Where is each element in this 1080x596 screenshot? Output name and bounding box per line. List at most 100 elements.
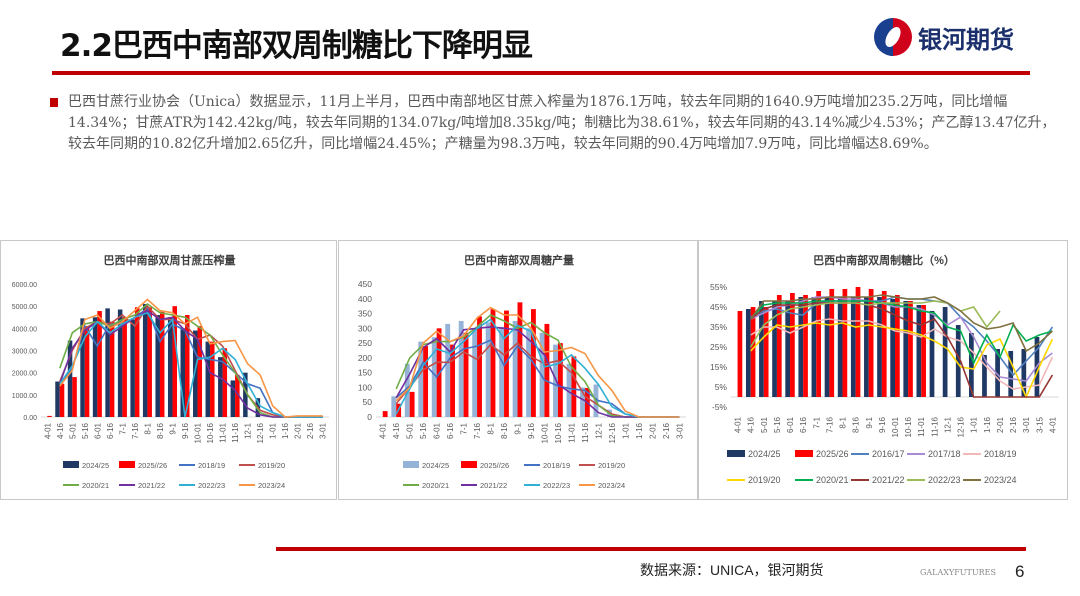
x-tick-label: 1-16: [983, 416, 992, 433]
x-tick-label: 8-1: [487, 422, 496, 434]
bar-202526: [147, 307, 152, 417]
bar-202526: [776, 295, 782, 397]
y-tick-label: 6000.00: [12, 282, 37, 289]
bar-202526: [895, 295, 900, 397]
legend-label: 2023/24: [258, 481, 285, 490]
y-tick-label: 2000.00: [12, 371, 37, 378]
line-202324: [59, 298, 323, 418]
x-tick-label: 7-1: [118, 422, 127, 434]
chart-svg: 巴西中南部双周制糖比（%） -5% 5% 15% 25% 35% 45% 55% 4-01 4-1…: [710, 253, 1059, 485]
bar-202425: [877, 297, 882, 397]
bar-202425: [205, 341, 211, 417]
bar-202425: [580, 387, 585, 417]
bar-202425: [526, 328, 531, 417]
bar-202425: [431, 337, 437, 417]
bar-202425: [230, 380, 236, 417]
line-202021: [750, 300, 1053, 365]
page-title: 2.2巴西中南部双周制糖比下降明显: [60, 28, 533, 64]
y-tick-label: 200: [358, 353, 372, 363]
legend-label: 2025//26: [138, 461, 167, 470]
logo-text: 银河期货: [918, 25, 1014, 54]
bar-202526: [197, 326, 203, 417]
bar-202526: [409, 391, 415, 417]
bar-202425: [130, 319, 135, 417]
bar-202425: [458, 320, 464, 417]
y-tick-label: 5%: [715, 382, 728, 392]
x-tick-label: 4-16: [56, 422, 65, 439]
bar-202526: [463, 332, 469, 417]
x-tick-label: 10-01: [540, 422, 549, 443]
legend-label: 2024/25: [422, 461, 449, 470]
x-tick-label: 5-16: [773, 416, 782, 433]
y-tick-label: -5%: [712, 402, 728, 412]
x-tick-label: 11-16: [930, 416, 939, 436]
bar-202526: [571, 356, 577, 417]
title-divider: [52, 71, 1030, 75]
legend-label: 2020/21: [422, 481, 449, 490]
y-tick-label: 400: [358, 294, 372, 304]
x-tick-label: 5-01: [68, 422, 77, 439]
x-tick-label: 10-16: [904, 416, 913, 437]
legend-label: 2025//26: [480, 461, 509, 470]
bar-202526: [72, 377, 77, 417]
x-tick-label: 7-16: [473, 422, 482, 439]
data-source: 数据来源：UNICA，银河期货: [640, 562, 824, 578]
x-tick-label: 5-16: [419, 422, 428, 439]
bar-202526: [450, 344, 455, 417]
legend-label: 2020/21: [816, 475, 849, 485]
x-tick-label: 11-16: [581, 422, 590, 442]
y-tick-label: 0: [367, 412, 372, 422]
bar-202425: [512, 320, 518, 417]
bar-202526: [790, 293, 795, 397]
x-tick-label: 12-1: [244, 422, 253, 439]
logo: 银河期货: [874, 18, 1014, 56]
bar-202425: [485, 322, 491, 417]
bar-202425: [1021, 349, 1027, 397]
x-tick-label: 1-01: [269, 422, 278, 439]
bar-202425: [472, 328, 478, 417]
chart-title: 巴西中南部双周制糖比（%）: [813, 253, 955, 267]
bar-202526: [59, 383, 65, 417]
legend-label: 2018/19: [543, 461, 570, 470]
bar-202425: [772, 301, 777, 397]
bar-202425: [785, 301, 791, 397]
line-202324: [750, 294, 1053, 353]
bar-202425: [117, 309, 123, 417]
y-tick-label: 0.00: [23, 415, 37, 422]
x-tick-label: 9-16: [527, 422, 536, 439]
chart-title: 巴西中南部双周糖产量: [464, 253, 574, 267]
x-tick-label: 1-16: [635, 422, 644, 439]
x-tick-label: 8-16: [852, 416, 861, 433]
legend-label: 2019/20: [748, 475, 781, 485]
bar-202425: [903, 301, 909, 397]
x-tick-label: 9-1: [168, 422, 177, 434]
x-tick-label: 11-16: [231, 422, 240, 442]
bar-202425: [391, 396, 397, 417]
y-tick-label: 300: [358, 323, 372, 333]
bar-202526: [222, 348, 228, 417]
chart-cane-crush: 巴西中南部双周甘蔗压榨量 0.00 1000.00 2000.00 3000.00 400…: [0, 240, 337, 500]
legend-label: 2017/18: [928, 449, 961, 459]
bar-202526: [423, 346, 429, 417]
x-tick-label: 8-1: [143, 422, 152, 434]
x-tick-label: 8-1: [839, 416, 848, 428]
x-tick-label: 7-1: [812, 416, 821, 428]
chart-svg: 巴西中南部双周糖产量 0 50 100 150 200 250 300 350 400 450 4-0…: [358, 253, 686, 490]
x-tick-label: 6-01: [433, 422, 442, 439]
bar-202526: [185, 315, 190, 417]
x-tick-label: 12-1: [943, 416, 952, 433]
legend-label: 2021/22: [872, 475, 905, 485]
legend-label: 2019/20: [598, 461, 625, 470]
legend-swatch: [119, 461, 135, 468]
bar-202425: [942, 307, 948, 397]
bar-202425: [445, 323, 451, 417]
x-tick-label: 6-16: [106, 422, 115, 439]
chart-sugar-output: 巴西中南部双周糖产量 0 50 100 150 200 250 300 350 400 450 4-0…: [338, 240, 698, 500]
y-tick-label: 55%: [710, 282, 727, 292]
chart-title: 巴西中南部双周甘蔗压榨量: [104, 253, 236, 267]
x-tick-label: 11-01: [567, 422, 576, 442]
bar-202526: [122, 317, 127, 417]
line-201920: [750, 322, 1054, 399]
bar-202425: [80, 318, 85, 417]
bar-202526: [737, 311, 743, 397]
